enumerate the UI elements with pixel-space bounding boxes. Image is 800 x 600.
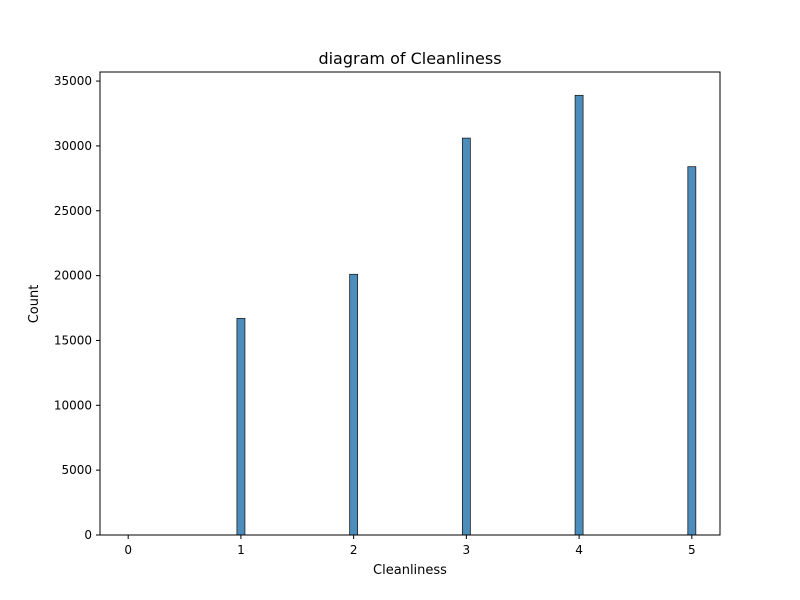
- x-tick-label: 5: [688, 543, 696, 557]
- y-tick-label: 35000: [54, 74, 92, 88]
- y-tick-label: 0: [84, 528, 92, 542]
- x-tick-label: 3: [463, 543, 471, 557]
- chart-title: diagram of Cleanliness: [318, 49, 501, 68]
- y-tick-label: 15000: [54, 333, 92, 347]
- x-tick-label: 1: [237, 543, 245, 557]
- y-tick-label: 5000: [61, 463, 92, 477]
- y-tick-label: 20000: [54, 269, 92, 283]
- plot-frame: [99, 71, 721, 536]
- x-axis-label: Cleanliness: [373, 563, 447, 578]
- y-axis-label: Count: [27, 285, 42, 324]
- y-tick-label: 25000: [54, 204, 92, 218]
- bar-1: [236, 318, 246, 536]
- bar-3: [461, 137, 471, 536]
- y-tick-label: 10000: [54, 398, 92, 412]
- bar-2: [349, 273, 359, 536]
- bars-layer: [236, 94, 697, 536]
- y-axis: 0 5000 10000 15000 20000 25000 30000 35000: [54, 74, 100, 542]
- x-tick-label: 4: [575, 543, 583, 557]
- x-tick-label: 0: [124, 543, 132, 557]
- bar-4: [574, 94, 584, 536]
- x-tick-label: 2: [350, 543, 358, 557]
- bar-5: [687, 166, 697, 536]
- y-tick-label: 30000: [54, 139, 92, 153]
- x-axis: 0 1 2 3 4 5: [124, 535, 696, 557]
